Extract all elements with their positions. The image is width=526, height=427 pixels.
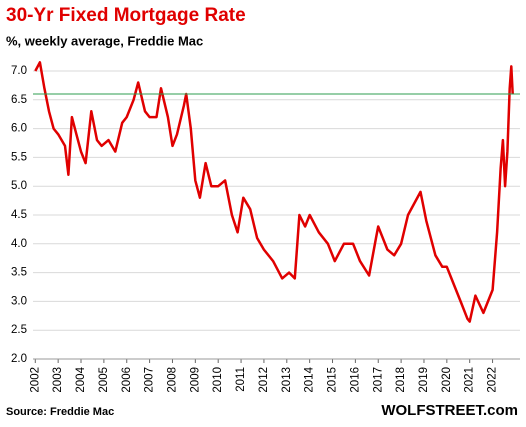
y-tick-label: 6.0 [11,123,27,135]
line-series [34,61,514,323]
y-tick-label: 3.5 [11,267,27,279]
x-tick-label: 2016 [349,367,361,393]
y-tick-label: 5.5 [11,151,27,163]
x-tick-label: 2002 [29,367,41,393]
y-tick-label: 7.0 [11,65,27,77]
credit: WOLFSTREET.com [381,402,518,419]
x-tick-label: 2020 [441,367,453,393]
y-tick-label: 5.0 [11,180,27,192]
y-tick-label: 2.5 [11,324,27,336]
x-tick-label: 2008 [167,367,179,393]
y-tick-label: 4.0 [11,238,27,250]
x-tick-label: 2010 [212,367,224,393]
x-tick-label: 2004 [75,366,87,392]
chart-subtitle: %, weekly average, Freddie Mac [6,33,203,48]
x-tick-label: 2006 [121,367,133,393]
x-tick-label: 2007 [144,367,156,393]
x-tick-label: 2012 [258,367,270,393]
x-tick-label: 2017 [372,367,384,393]
x-tick-label: 2018 [395,367,407,393]
x-tick-label: 2014 [304,366,316,392]
x-tick-label: 2003 [52,367,64,393]
source: Source: Freddie Mac [6,406,114,418]
y-tick-label: 6.5 [11,94,27,106]
y-tick-label: 3.0 [11,295,27,307]
x-tick-label: 2009 [189,367,201,393]
x-tick-label: 2022 [487,367,499,393]
y-tick-label: 2.0 [11,353,27,365]
x-tick-label: 2019 [418,367,430,393]
x-tick-label: 2021 [464,367,476,393]
x-tick-label: 2015 [327,367,339,393]
chart-title: 30-Yr Fixed Mortgage Rate [6,5,246,26]
x-tick-label: 2005 [98,367,110,393]
y-tick-label: 4.5 [11,209,27,221]
x-tick-label: 2011 [235,367,247,392]
x-tick-label: 2013 [281,367,293,393]
